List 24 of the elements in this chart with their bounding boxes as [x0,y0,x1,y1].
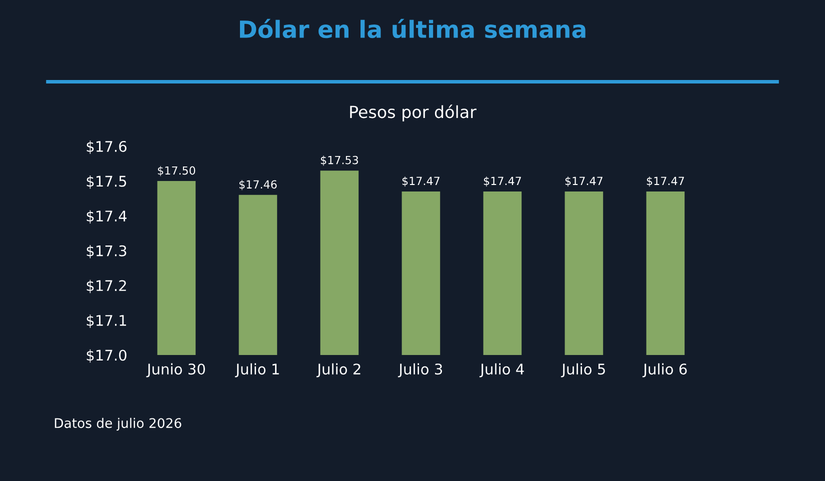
chart-subtitle: Pesos por dólar [350,104,476,122]
y-tick-label: $17.6 [86,140,126,154]
data-label: $17.47 [646,176,684,187]
text: Datos de julio 2026 [54,418,182,431]
x-tick-label: Julio 1 [234,363,279,378]
x-tick-label: Julio 4 [479,363,524,378]
data-label: $17.46 [239,180,277,190]
chart-title: Dólar en la última semana [240,18,586,38]
x-tick-label: Julio 6 [642,363,687,378]
y-tick-label: $17.1 [86,314,126,328]
x-tick-label: Julio 2 [316,363,360,378]
data-label: $17.50 [158,166,196,176]
data-label: $17.53 [320,156,358,166]
x-tick-label: Julio 3 [398,363,442,378]
y-tick-label: $17.2 [86,280,126,294]
y-tick-label: $17.3 [86,245,126,258]
y-tick-label: $17.4 [86,210,127,224]
y-tick-label: $17.0 [86,349,126,363]
data-label: $17.47 [402,176,440,187]
x-tick-label: Julio 5 [560,363,605,378]
data-label: $17.47 [565,176,602,187]
y-tick-label: $17.5 [86,175,126,189]
data-label: $17.47 [484,176,521,187]
x-tick-label: Junio 30 [146,363,205,378]
